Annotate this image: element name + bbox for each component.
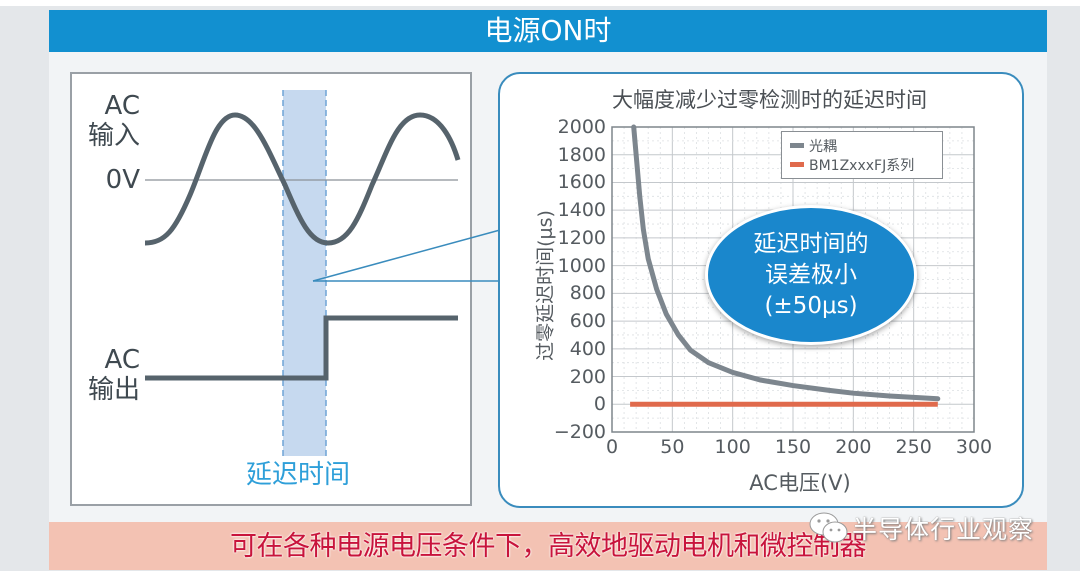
y-tick-label: 1200 bbox=[557, 226, 606, 249]
x-tick-label: 0 bbox=[605, 436, 619, 458]
bottom-border bbox=[0, 571, 1080, 578]
y-tick-label: 0 bbox=[593, 393, 606, 416]
delay-band bbox=[283, 90, 326, 456]
x-axis-label: AC电压(V) bbox=[749, 471, 851, 495]
x-tick-label: 200 bbox=[835, 436, 872, 458]
footer-banner: 可在各种电源电压条件下，高效地驱动电机和微控制器 bbox=[49, 522, 1047, 570]
zero-volt-label: 0V bbox=[105, 165, 140, 195]
y-axis-label: 过零延迟时间(μs) bbox=[534, 210, 557, 361]
watermark: 半导体行业观察 bbox=[808, 508, 1034, 548]
watermark-text: 半导体行业观察 bbox=[852, 515, 1035, 544]
callout-pointer-upper bbox=[312, 229, 501, 282]
ac-output-label-line1: AC bbox=[104, 345, 140, 375]
legend-label: 光耦 bbox=[809, 138, 837, 155]
annotation-line2: 误差极小 bbox=[765, 261, 857, 288]
x-tick-label: 300 bbox=[955, 436, 993, 458]
chart-title: 大幅度减少过零检测时的延迟时间 bbox=[612, 88, 927, 112]
footer-text: 可在各种电源电压条件下，高效地驱动电机和微控制器 bbox=[230, 531, 867, 562]
y-tick-label: 600 bbox=[569, 310, 606, 333]
x-tick-label: 50 bbox=[660, 436, 685, 458]
chart-legend: 光耦 BM1ZxxxFJ系列 bbox=[781, 131, 943, 179]
series-optocoupler-line bbox=[631, 124, 941, 402]
legend-swatch-gray bbox=[790, 143, 804, 148]
annotation-line3: (±50μs) bbox=[764, 292, 858, 319]
header-title: 电源ON时 bbox=[484, 14, 612, 47]
y-tick-label: 400 bbox=[569, 337, 606, 360]
y-tick-label: 1400 bbox=[557, 199, 606, 222]
legend-swatch-red bbox=[790, 162, 804, 167]
ac-input-sine-wave bbox=[144, 112, 461, 246]
ac-output-step-wave bbox=[145, 315, 458, 381]
legend-label: BM1ZxxxFJ系列 bbox=[809, 157, 915, 174]
slide-header: 电源ON时 bbox=[49, 10, 1047, 52]
legend-item-optocoupler: 光耦 bbox=[790, 136, 934, 155]
y-tick-label: −200 bbox=[553, 421, 606, 443]
x-tick-label: 100 bbox=[714, 436, 751, 458]
ac-input-label-line2: 输入 bbox=[87, 121, 140, 151]
wechat-icon bbox=[809, 512, 848, 543]
y-tick-label: 200 bbox=[569, 365, 606, 388]
y-tick-label: 1800 bbox=[557, 143, 606, 166]
ac-input-label-line1: AC bbox=[104, 91, 140, 121]
x-tick-label: 250 bbox=[895, 436, 932, 458]
ac-output-label-line2: 输出 bbox=[87, 375, 140, 405]
waveform-diagram-box bbox=[70, 72, 472, 506]
delay-time-label: 延迟时间 bbox=[246, 460, 351, 490]
y-tick-label: 1000 bbox=[557, 254, 606, 277]
y-tick-label: 800 bbox=[569, 282, 606, 305]
y-tick-label: 1600 bbox=[557, 171, 606, 194]
plot-frame bbox=[611, 126, 975, 433]
y-tick-label: 2000 bbox=[557, 116, 606, 138]
top-border bbox=[0, 0, 1080, 6]
legend-item-bm1zxxxfj: BM1ZxxxFJ系列 bbox=[790, 155, 934, 174]
annotation-line1: 延迟时间的 bbox=[753, 230, 869, 257]
annotation-bubble: 延迟时间的 误差极小 (±50μs) bbox=[705, 205, 917, 345]
x-tick-label: 150 bbox=[774, 436, 812, 458]
